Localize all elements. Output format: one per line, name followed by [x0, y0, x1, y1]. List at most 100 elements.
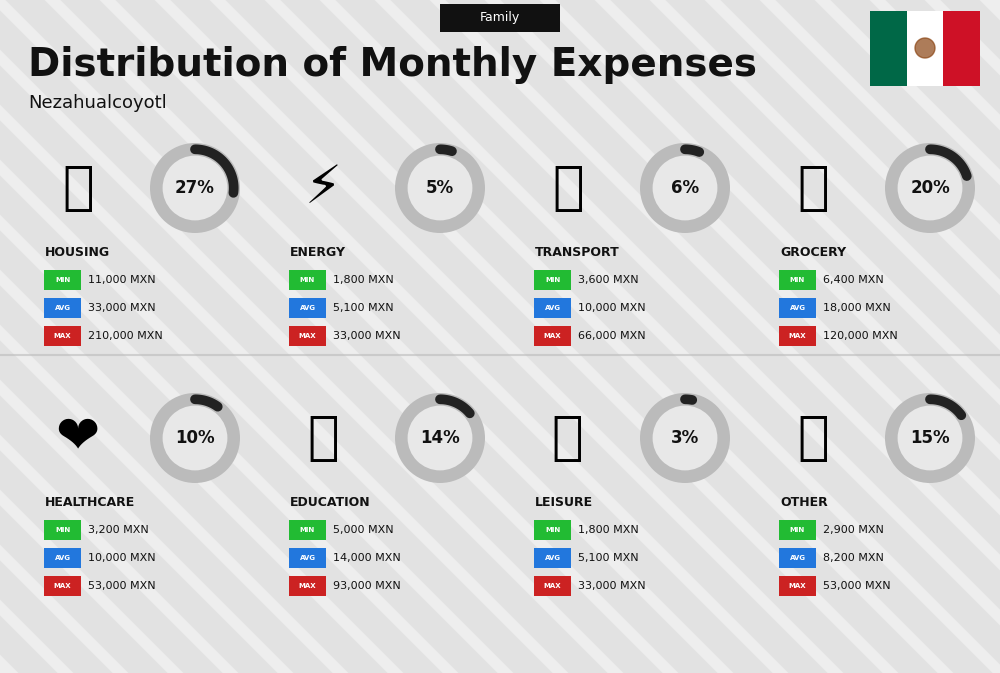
Text: MIN: MIN: [790, 277, 805, 283]
Text: Nezahualcoyotl: Nezahualcoyotl: [28, 94, 167, 112]
Text: MAX: MAX: [544, 333, 561, 339]
Text: AVG: AVG: [544, 555, 560, 561]
Text: ENERGY: ENERGY: [290, 246, 346, 258]
Circle shape: [163, 155, 227, 220]
FancyBboxPatch shape: [534, 576, 571, 596]
Text: 27%: 27%: [175, 179, 215, 197]
FancyBboxPatch shape: [289, 270, 326, 290]
Text: 🏢: 🏢: [62, 162, 94, 214]
Text: 1,800 MXN: 1,800 MXN: [578, 525, 639, 535]
Text: 120,000 MXN: 120,000 MXN: [823, 331, 898, 341]
Text: MAX: MAX: [299, 333, 316, 339]
Text: 5%: 5%: [426, 179, 454, 197]
Text: 33,000 MXN: 33,000 MXN: [88, 303, 156, 313]
Circle shape: [885, 143, 975, 233]
Text: HOUSING: HOUSING: [45, 246, 110, 258]
FancyBboxPatch shape: [289, 520, 326, 540]
Text: MAX: MAX: [789, 583, 806, 589]
Text: GROCERY: GROCERY: [780, 246, 846, 258]
FancyBboxPatch shape: [779, 520, 816, 540]
Circle shape: [915, 38, 935, 58]
Text: MAX: MAX: [54, 583, 71, 589]
FancyBboxPatch shape: [289, 326, 326, 346]
Text: 14%: 14%: [420, 429, 460, 447]
Circle shape: [653, 406, 717, 470]
Text: 👜: 👜: [797, 412, 829, 464]
FancyBboxPatch shape: [534, 298, 571, 318]
FancyBboxPatch shape: [44, 520, 81, 540]
Text: 8,200 MXN: 8,200 MXN: [823, 553, 884, 563]
Text: 18,000 MXN: 18,000 MXN: [823, 303, 891, 313]
FancyBboxPatch shape: [44, 576, 81, 596]
FancyBboxPatch shape: [44, 548, 81, 568]
Text: AVG: AVG: [790, 305, 806, 311]
Text: 6%: 6%: [671, 179, 699, 197]
Text: 210,000 MXN: 210,000 MXN: [88, 331, 163, 341]
FancyBboxPatch shape: [44, 270, 81, 290]
Text: AVG: AVG: [300, 555, 316, 561]
Circle shape: [408, 155, 472, 220]
Text: Family: Family: [480, 11, 520, 24]
Text: EDUCATION: EDUCATION: [290, 495, 371, 509]
Text: 66,000 MXN: 66,000 MXN: [578, 331, 646, 341]
Text: MAX: MAX: [544, 583, 561, 589]
Text: 93,000 MXN: 93,000 MXN: [333, 581, 401, 591]
Text: MAX: MAX: [299, 583, 316, 589]
Text: 6,400 MXN: 6,400 MXN: [823, 275, 884, 285]
Circle shape: [653, 155, 717, 220]
Circle shape: [395, 393, 485, 483]
Text: MAX: MAX: [789, 333, 806, 339]
Text: MIN: MIN: [545, 527, 560, 533]
FancyBboxPatch shape: [779, 298, 816, 318]
Text: MIN: MIN: [300, 527, 315, 533]
FancyBboxPatch shape: [289, 548, 326, 568]
Circle shape: [640, 393, 730, 483]
Circle shape: [898, 155, 962, 220]
Text: 33,000 MXN: 33,000 MXN: [333, 331, 401, 341]
Text: MIN: MIN: [55, 527, 70, 533]
Text: 15%: 15%: [910, 429, 950, 447]
Text: AVG: AVG: [54, 305, 70, 311]
Text: 🛍️: 🛍️: [552, 412, 584, 464]
Text: MIN: MIN: [545, 277, 560, 283]
Text: 🎓: 🎓: [307, 412, 339, 464]
Text: TRANSPORT: TRANSPORT: [535, 246, 620, 258]
Text: MIN: MIN: [55, 277, 70, 283]
Text: 🚌: 🚌: [552, 162, 584, 214]
Circle shape: [898, 406, 962, 470]
Text: 1,800 MXN: 1,800 MXN: [333, 275, 394, 285]
Text: 53,000 MXN: 53,000 MXN: [88, 581, 156, 591]
FancyBboxPatch shape: [534, 548, 571, 568]
FancyBboxPatch shape: [289, 576, 326, 596]
Text: 10%: 10%: [175, 429, 215, 447]
Text: 3,200 MXN: 3,200 MXN: [88, 525, 149, 535]
FancyBboxPatch shape: [534, 520, 571, 540]
FancyBboxPatch shape: [534, 270, 571, 290]
Circle shape: [408, 406, 472, 470]
Circle shape: [395, 143, 485, 233]
Circle shape: [640, 143, 730, 233]
Text: 5,100 MXN: 5,100 MXN: [578, 553, 639, 563]
Text: 10,000 MXN: 10,000 MXN: [578, 303, 646, 313]
FancyBboxPatch shape: [779, 326, 816, 346]
Text: MAX: MAX: [54, 333, 71, 339]
Text: 3%: 3%: [671, 429, 699, 447]
Text: MIN: MIN: [790, 527, 805, 533]
Text: 3,600 MXN: 3,600 MXN: [578, 275, 639, 285]
Text: Distribution of Monthly Expenses: Distribution of Monthly Expenses: [28, 46, 757, 84]
Text: LEISURE: LEISURE: [535, 495, 593, 509]
Text: AVG: AVG: [54, 555, 70, 561]
Text: 14,000 MXN: 14,000 MXN: [333, 553, 401, 563]
Text: 20%: 20%: [910, 179, 950, 197]
Text: HEALTHCARE: HEALTHCARE: [45, 495, 135, 509]
Text: 10,000 MXN: 10,000 MXN: [88, 553, 156, 563]
FancyBboxPatch shape: [534, 326, 571, 346]
FancyBboxPatch shape: [943, 11, 980, 85]
FancyBboxPatch shape: [44, 326, 81, 346]
Text: AVG: AVG: [300, 305, 316, 311]
Text: OTHER: OTHER: [780, 495, 828, 509]
Text: MIN: MIN: [300, 277, 315, 283]
FancyBboxPatch shape: [440, 4, 560, 32]
Text: 53,000 MXN: 53,000 MXN: [823, 581, 891, 591]
FancyBboxPatch shape: [779, 548, 816, 568]
